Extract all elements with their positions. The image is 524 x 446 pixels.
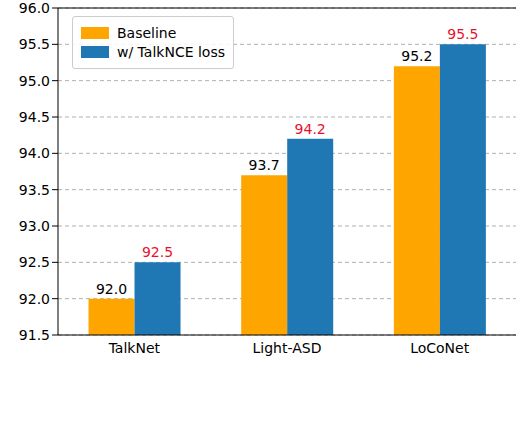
svg-text:92.0: 92.0	[96, 281, 127, 297]
svg-text:93.7: 93.7	[249, 157, 280, 173]
svg-text:93.5: 93.5	[19, 182, 50, 198]
svg-text:92.0: 92.0	[19, 291, 50, 307]
svg-text:96.0: 96.0	[19, 0, 50, 16]
svg-text:95.5: 95.5	[19, 36, 50, 52]
svg-text:94.0: 94.0	[19, 145, 50, 161]
svg-text:Light-ASD: Light-ASD	[253, 340, 322, 356]
svg-text:95.2: 95.2	[401, 48, 432, 64]
svg-text:LoCoNet: LoCoNet	[410, 340, 470, 356]
svg-text:92.5: 92.5	[142, 244, 173, 260]
html-text:Baseline: Baseline	[117, 25, 177, 41]
html-text:w/ TalkNCE loss: w/ TalkNCE loss	[117, 44, 225, 60]
svg-text:94.5: 94.5	[19, 109, 50, 125]
svg-text:95.0: 95.0	[19, 73, 50, 89]
svg-text:TalkNet: TalkNet	[108, 340, 161, 356]
svg-text:93.0: 93.0	[19, 218, 50, 234]
svg-text:92.5: 92.5	[19, 254, 50, 270]
svg-text:95.5: 95.5	[447, 26, 478, 42]
svg-text:91.5: 91.5	[19, 327, 50, 343]
svg-text:94.2: 94.2	[295, 121, 326, 137]
